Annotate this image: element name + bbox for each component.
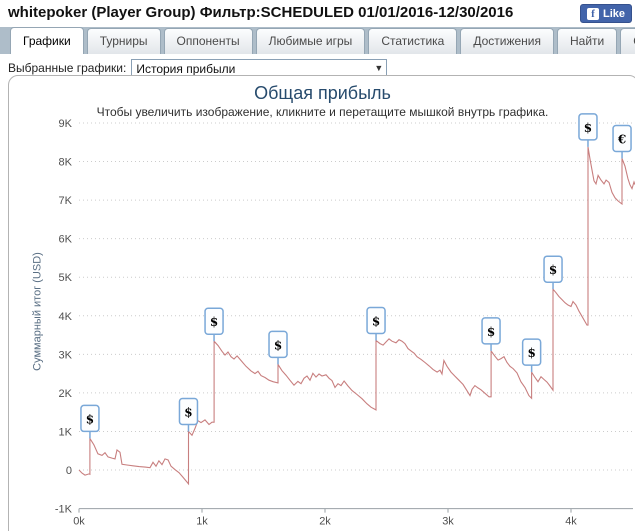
profit-line: [78, 146, 635, 486]
marker-currency-label: $: [210, 315, 218, 329]
y-tick-label: 7K: [59, 195, 73, 207]
cashout-marker[interactable]: [481, 317, 501, 345]
marker-currency-label: $: [527, 346, 535, 360]
y-tick-label: 1K: [59, 426, 73, 438]
cashout-marker[interactable]: [204, 307, 224, 335]
facebook-icon: f: [586, 7, 599, 20]
page-title: whitepoker (Player Group) Фильтр:SCHEDUL…: [8, 4, 514, 21]
y-tick-label: -1K: [55, 504, 73, 516]
cashout-marker[interactable]: [521, 338, 542, 366]
y-tick-label: 4K: [59, 311, 73, 323]
y-tick-label: 0: [66, 465, 72, 477]
cashout-marker[interactable]: [178, 397, 199, 426]
cashout-marker[interactable]: [80, 404, 100, 433]
cashout-marker[interactable]: [268, 330, 288, 359]
y-tick-label: 6K: [59, 234, 73, 246]
marker-currency-label: $: [274, 338, 282, 352]
x-tick-label: 4k: [565, 516, 577, 528]
charts-select-value: История прибыли: [136, 61, 236, 76]
x-tick-label: 2k: [319, 516, 331, 528]
marker-currency-label: $: [372, 314, 380, 328]
marker-currency-label: $: [584, 121, 592, 135]
facebook-like-button[interactable]: f Like: [579, 4, 632, 23]
chevron-down-icon: ▼: [374, 62, 384, 73]
cashout-marker[interactable]: [366, 306, 386, 335]
tab-tournaments[interactable]: Турниры: [86, 28, 161, 54]
cashout-marker[interactable]: [612, 124, 632, 153]
profit-chart: Общая прибыль Чтобы увеличить изображени…: [8, 75, 635, 531]
marker-currency-label: €: [617, 132, 626, 146]
tab-statistics[interactable]: Статистика: [368, 28, 458, 54]
facebook-like-label: Like: [602, 7, 625, 20]
marker-currency-label: $: [184, 405, 192, 419]
tab-find[interactable]: Найти: [557, 28, 618, 54]
charts-select-label: Выбранные графики:: [8, 61, 127, 75]
marker-currency-label: $: [549, 263, 557, 277]
tab-graphs[interactable]: Графики: [10, 27, 84, 54]
x-tick-label: 0k: [73, 516, 85, 528]
marker-currency-label: $: [86, 412, 94, 426]
header: whitepoker (Player Group) Фильтр:SCHEDUL…: [0, 0, 635, 27]
y-tick-label: 5K: [59, 272, 73, 284]
tab-favorite-games[interactable]: Любимые игры: [255, 28, 366, 54]
cashout-marker[interactable]: [578, 113, 598, 141]
cashout-marker[interactable]: [543, 255, 563, 283]
y-tick-label: 9K: [59, 118, 73, 130]
chart-subtitle: Чтобы увеличить изображение, кликните и …: [96, 105, 549, 119]
tab-achievements[interactable]: Достижения: [460, 28, 555, 54]
x-tick-label: 3k: [442, 516, 454, 528]
y-tick-label: 8K: [59, 157, 73, 169]
y-tick-label: 2K: [59, 388, 73, 400]
y-tick-label: 3K: [59, 349, 73, 361]
chart-title: Общая прибыль: [254, 83, 391, 103]
marker-currency-label: $: [487, 325, 495, 339]
tab-publish[interactable]: Опубликовать: [620, 28, 635, 54]
x-tick-label: 1k: [196, 516, 208, 528]
tab-opponents[interactable]: Оппоненты: [163, 28, 253, 54]
tab-bar: Графики Турниры Оппоненты Любимые игры С…: [0, 27, 635, 54]
